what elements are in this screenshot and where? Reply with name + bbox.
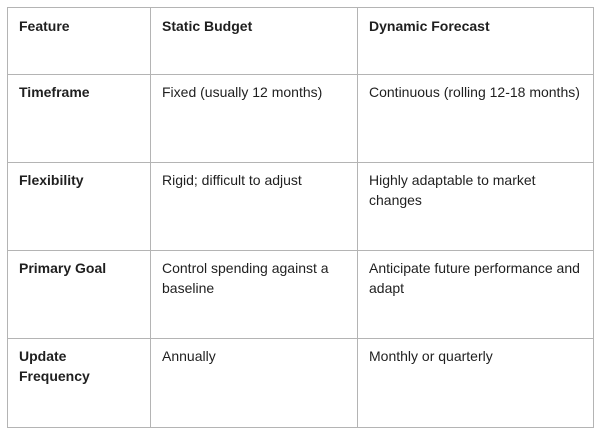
table-header-row: Feature Static Budget Dynamic Forecast	[7, 7, 594, 75]
table-row: Update Frequency Annually Monthly or qua…	[7, 338, 594, 428]
cell-dynamic-forecast: Continuous (rolling 12-18 months)	[357, 74, 594, 163]
comparison-table: Feature Static Budget Dynamic Forecast T…	[7, 7, 594, 428]
cell-static-budget: Annually	[150, 338, 358, 428]
row-feature-update-frequency: Update Frequency	[7, 338, 151, 428]
cell-static-budget: Fixed (usually 12 months)	[150, 74, 358, 163]
header-feature: Feature	[7, 7, 151, 75]
header-dynamic-forecast: Dynamic Forecast	[357, 7, 594, 75]
cell-static-budget: Control spending against a baseline	[150, 250, 358, 339]
cell-static-budget: Rigid; difficult to adjust	[150, 162, 358, 251]
header-static-budget: Static Budget	[150, 7, 358, 75]
row-feature-flexibility: Flexibility	[7, 162, 151, 251]
row-feature-timeframe: Timeframe	[7, 74, 151, 163]
table-row: Flexibility Rigid; difficult to adjust H…	[7, 162, 594, 251]
table-row: Timeframe Fixed (usually 12 months) Cont…	[7, 74, 594, 163]
table-row: Primary Goal Control spending against a …	[7, 250, 594, 339]
cell-dynamic-forecast: Monthly or quarterly	[357, 338, 594, 428]
row-feature-primary-goal: Primary Goal	[7, 250, 151, 339]
cell-dynamic-forecast: Anticipate future performance and adapt	[357, 250, 594, 339]
cell-dynamic-forecast: Highly adaptable to market changes	[357, 162, 594, 251]
